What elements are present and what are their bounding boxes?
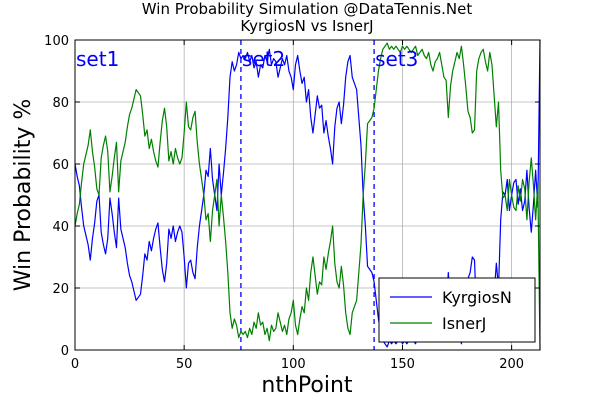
set-label-set1: set1	[76, 47, 119, 71]
y-tick-label: 0	[61, 344, 69, 359]
legend-label-isner: IsnerJ	[442, 314, 486, 333]
x-tick-label: 200	[499, 357, 524, 372]
y-tick-label: 100	[44, 34, 69, 49]
series-line-isnerj	[74, 42, 541, 351]
axis-ticks: 0 50 100 150 200 0 20 40 60 80 100	[44, 34, 540, 372]
y-axis-label: Win Probability %	[11, 99, 36, 292]
legend-label-kyrgios: KyrgiosN	[442, 288, 512, 307]
plot-frame	[74, 39, 541, 351]
y-tick-label: 40	[52, 220, 69, 235]
set-label-set3: set3	[375, 47, 418, 71]
x-tick-label: 50	[176, 357, 193, 372]
legend: KyrgiosN IsnerJ	[378, 277, 536, 343]
x-tick-label: 0	[71, 357, 79, 372]
y-tick-label: 80	[52, 96, 69, 111]
y-tick-label: 20	[52, 282, 69, 297]
chart-subtitle: KyrgiosN vs IsnerJ	[240, 17, 373, 35]
x-axis-label: nthPoint	[261, 373, 353, 398]
legend-box	[378, 277, 536, 343]
set-label-set2: set2	[242, 47, 285, 71]
x-tick-label: 100	[281, 357, 306, 372]
y-tick-label: 60	[52, 158, 69, 173]
set-divider-lines	[240, 40, 375, 350]
x-tick-label: 150	[390, 357, 415, 372]
set-labels: set1 set2 set3	[76, 47, 418, 71]
chart-title: Win Probability Simulation @DataTennis.N…	[142, 0, 473, 18]
